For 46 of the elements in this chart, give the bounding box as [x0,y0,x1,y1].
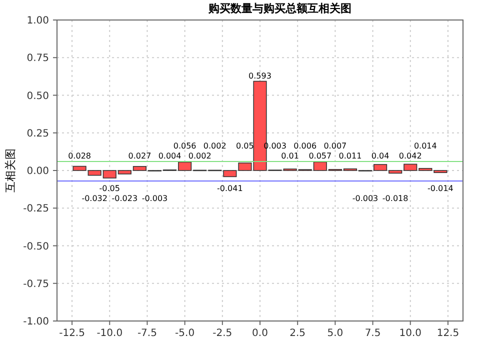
x-tick-label: -5.0 [175,328,195,339]
y-tick-label: 0.00 [26,166,49,177]
y-tick-label: -1.00 [23,316,49,328]
y-tick-label: 0.50 [26,90,49,102]
data-label: -0.041 [217,184,243,194]
data-label: 0.056 [173,141,196,150]
data-label: -0.023 [112,194,138,204]
y-tick-label: -0.75 [23,278,49,290]
x-tick-label: 2.5 [290,328,306,339]
data-label: 0.05 [236,141,254,150]
x-tick-label: 10.0 [399,328,422,339]
x-tick-label: -12.5 [59,328,85,339]
x-tick-label: 12.5 [436,328,460,339]
data-label: 0.002 [203,141,226,150]
data-label: -0.05 [99,184,120,194]
data-label: -0.018 [382,194,408,204]
data-label: 0.028 [68,151,91,160]
x-tick-label: -10.0 [96,328,123,339]
x-tick-label: 7.5 [364,328,381,339]
data-label: 0.011 [338,151,362,160]
data-label: 0.042 [398,151,422,160]
data-label: 0.593 [248,71,272,80]
data-label: 0.01 [281,151,299,160]
y-axis-title: 互相关图 [4,148,17,192]
data-label: 0.014 [414,141,437,150]
y-tick-label: -0.50 [23,241,49,252]
data-label: 0.002 [188,151,212,160]
x-tick-label: -2.5 [212,328,232,339]
x-tick-label: 0.0 [252,328,268,339]
data-label: 0.027 [128,151,152,160]
x-tick-label: -7.5 [137,328,157,339]
chart-title: 购买数量与购买总额互相关图 [208,2,352,15]
data-label: -0.003 [352,194,378,204]
data-label: 0.04 [371,151,390,160]
data-label: 0.006 [294,141,317,150]
data-label: 0.057 [308,151,332,160]
y-tick-label: 1.00 [26,16,49,26]
data-label: -0.032 [82,194,108,204]
data-label: -0.014 [428,184,454,194]
y-tick-label: 0.25 [26,128,49,140]
x-tick-label: 5.0 [327,328,344,339]
data-label: 0.007 [324,141,347,150]
y-tick-label: -0.25 [23,204,49,215]
y-tick-label: 0.75 [26,53,49,64]
data-label: 0.004 [158,151,182,160]
data-label: -0.003 [142,194,168,204]
